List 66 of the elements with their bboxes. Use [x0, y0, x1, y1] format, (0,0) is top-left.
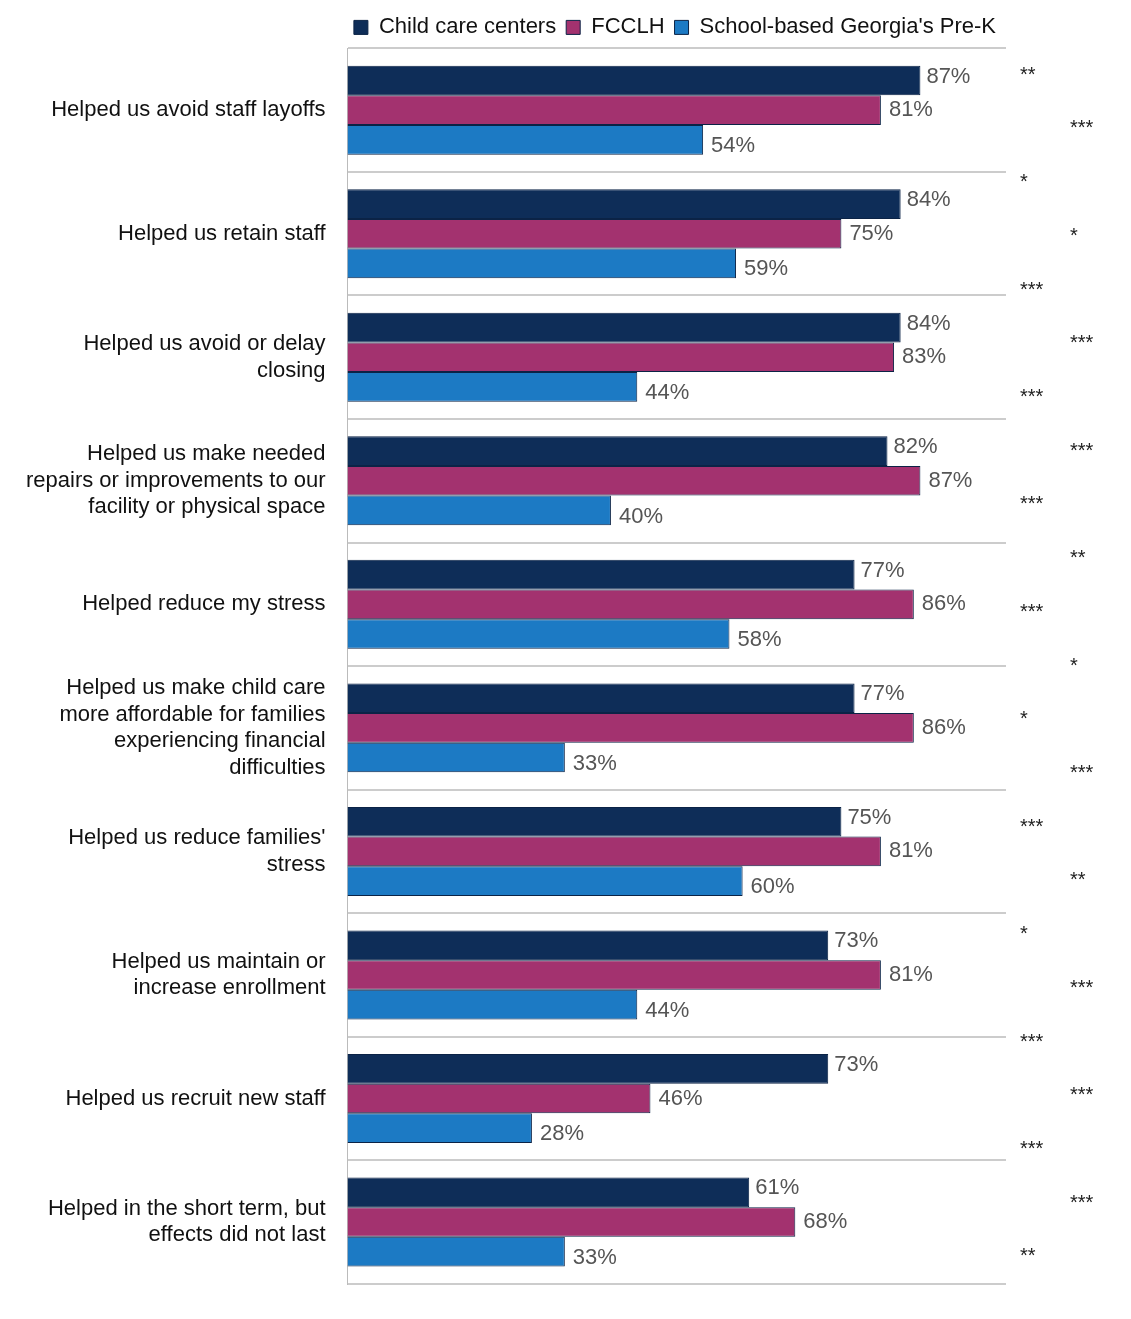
text: *: [1020, 707, 1028, 730]
y-tick-label: Helped us avoid or delay closing: [83, 330, 326, 382]
text: ***: [1020, 1029, 1044, 1052]
data-label: 46%: [658, 1084, 703, 1110]
y-tick-label: Helped in the short term, but effects did not last: [47, 1194, 326, 1247]
data-label: 75%: [847, 803, 892, 829]
data-label: 58%: [737, 626, 782, 652]
y-tick-label: Helped us make child care more affordable for families experiencing financial difficulties: [59, 674, 326, 779]
data-label: 75%: [849, 219, 894, 245]
data-label: 28%: [539, 1120, 584, 1146]
data-label: 84%: [906, 186, 951, 212]
text: ***: [1070, 1190, 1094, 1213]
data-label: 40%: [618, 502, 663, 528]
y-tick-label: Helped us make needed repairs or improvements to our facility or physical space: [25, 440, 326, 519]
data-label: 60%: [750, 873, 795, 899]
y-tick-label: Helped us maintain or increase enrollment: [111, 947, 326, 1000]
data-label: 59%: [744, 255, 789, 281]
y-tick-label: Helped reduce my stress: [82, 590, 326, 616]
data-label: 81%: [888, 837, 933, 863]
data-label: 86%: [921, 590, 966, 616]
text: *: [1020, 170, 1028, 193]
text: ***: [1020, 1137, 1044, 1160]
text: *: [1070, 223, 1078, 246]
y-tick-label: Helped us recruit new staff: [65, 1084, 327, 1110]
data-label: 44%: [645, 996, 690, 1022]
y-tick-label: Helped us reduce families' stress: [68, 824, 326, 876]
data-label: 44%: [645, 378, 690, 404]
text: ***: [1020, 385, 1044, 408]
data-label: 77%: [860, 680, 905, 706]
y-tick-label: Helped us retain staff: [118, 219, 327, 245]
text: ***: [1070, 975, 1094, 998]
data-label: 84%: [906, 309, 951, 335]
text: ***: [1020, 814, 1044, 837]
text: ***: [1070, 1083, 1094, 1106]
text: ***: [1020, 277, 1044, 300]
y-tick-label: Helped us avoid staff layoffs: [51, 96, 326, 122]
data-label: 61%: [755, 1174, 800, 1200]
data-label: 54%: [711, 131, 756, 157]
text: ***: [1020, 599, 1044, 622]
text: **: [1020, 1244, 1036, 1267]
data-label: 81%: [888, 96, 933, 122]
data-label: 86%: [921, 713, 966, 739]
text: **: [1070, 868, 1086, 891]
data-label: 87%: [928, 466, 973, 492]
data-label: 68%: [803, 1208, 848, 1234]
text: ***: [1020, 492, 1044, 515]
text: ***: [1070, 116, 1094, 139]
data-label: 33%: [572, 1243, 617, 1269]
text: **: [1070, 546, 1086, 569]
text: ***: [1070, 761, 1094, 784]
text: *: [1020, 922, 1028, 945]
legend-label: School-based Georgia's Pre-K: [699, 13, 997, 39]
legend-label: Child care centers: [378, 13, 557, 39]
text: ***: [1070, 331, 1094, 354]
text: ***: [1070, 438, 1094, 461]
data-label: 81%: [888, 961, 933, 987]
data-label: 33%: [572, 749, 617, 775]
data-label: 77%: [860, 556, 905, 582]
text: **: [1020, 62, 1036, 85]
data-label: 87%: [926, 62, 971, 88]
data-label: 83%: [902, 343, 947, 369]
text: *: [1070, 653, 1078, 676]
data-label: 73%: [834, 1050, 879, 1076]
data-label: 82%: [893, 433, 938, 459]
legend-label: FCCLH: [591, 13, 665, 39]
data-label: 73%: [834, 927, 879, 953]
